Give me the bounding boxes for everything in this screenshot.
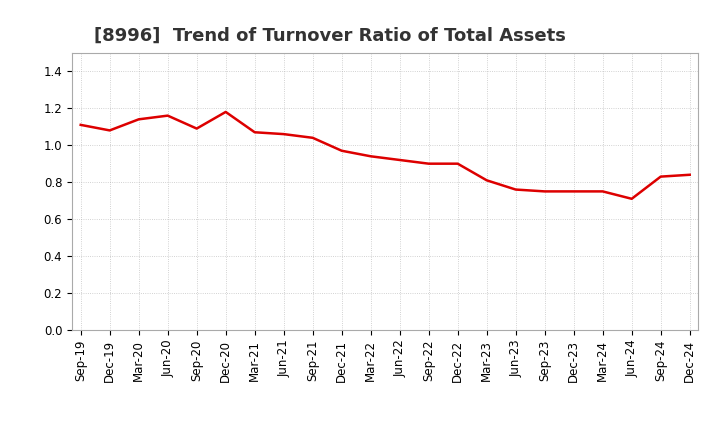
Text: [8996]  Trend of Turnover Ratio of Total Assets: [8996] Trend of Turnover Ratio of Total … [94, 26, 565, 44]
